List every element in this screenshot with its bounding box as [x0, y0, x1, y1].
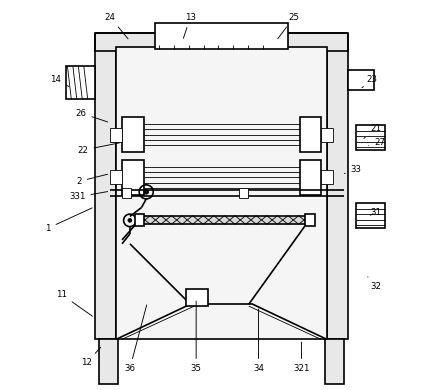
Bar — [66, 66, 95, 99]
Text: 23: 23 — [362, 75, 377, 88]
Text: 35: 35 — [190, 301, 202, 373]
Bar — [122, 160, 144, 195]
Text: 331: 331 — [69, 191, 108, 202]
Bar — [299, 117, 321, 152]
Text: 11: 11 — [56, 290, 93, 316]
Bar — [327, 47, 348, 339]
Bar — [305, 214, 315, 226]
Bar — [239, 188, 248, 198]
Bar — [321, 128, 333, 142]
Bar — [116, 47, 327, 339]
Bar — [356, 125, 385, 150]
Bar — [110, 170, 122, 184]
Text: 24: 24 — [105, 13, 128, 39]
Bar — [155, 23, 288, 49]
Text: 31: 31 — [370, 208, 381, 217]
Text: 321: 321 — [293, 342, 310, 373]
Bar — [325, 339, 344, 384]
Text: 12: 12 — [82, 347, 101, 367]
Text: 26: 26 — [76, 108, 108, 122]
Text: 1: 1 — [45, 208, 92, 233]
Text: 14: 14 — [50, 75, 69, 87]
Bar — [122, 117, 144, 152]
Text: 36: 36 — [124, 305, 147, 373]
Text: 21: 21 — [364, 124, 381, 138]
Bar — [99, 339, 118, 384]
Bar — [187, 289, 208, 306]
Bar — [140, 216, 309, 224]
Text: 2: 2 — [76, 174, 108, 186]
Bar — [356, 203, 385, 228]
Text: 22: 22 — [78, 143, 119, 155]
Bar — [299, 160, 321, 195]
Bar — [135, 214, 144, 226]
Circle shape — [144, 190, 148, 194]
Bar — [348, 70, 373, 90]
Bar — [95, 47, 116, 339]
Bar — [95, 33, 348, 51]
Bar — [321, 170, 333, 184]
Text: 33: 33 — [344, 165, 361, 174]
Text: 27: 27 — [369, 138, 385, 147]
Bar — [122, 188, 131, 198]
Text: 13: 13 — [183, 13, 196, 38]
Bar — [110, 128, 122, 142]
Text: 32: 32 — [368, 277, 381, 291]
Circle shape — [128, 218, 132, 222]
Text: 25: 25 — [278, 13, 299, 39]
Text: 34: 34 — [253, 309, 264, 373]
